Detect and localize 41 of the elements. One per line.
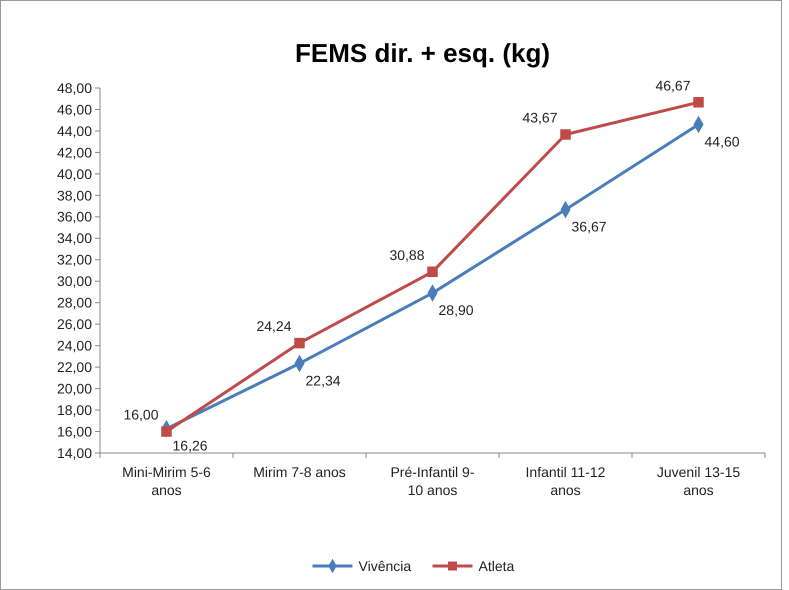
y-tick-label: 48,00 bbox=[56, 80, 92, 96]
x-tick-label: Mirim 7-8 anos bbox=[253, 464, 346, 480]
y-tick-label: 14,00 bbox=[56, 444, 92, 461]
point bbox=[693, 97, 704, 108]
data-label: 30,88 bbox=[389, 246, 425, 263]
y-tick-label: 40,00 bbox=[56, 166, 92, 182]
point bbox=[560, 129, 571, 140]
y-tick-label: 46,00 bbox=[56, 101, 92, 118]
y-tick-label: 32,00 bbox=[56, 252, 92, 268]
x-tick-label: Juvenil 13-15 anos bbox=[656, 464, 740, 498]
y-tick-label: 36,00 bbox=[56, 208, 92, 225]
data-label: 44,60 bbox=[704, 134, 740, 150]
data-label: 22,34 bbox=[306, 372, 341, 388]
y-tick-label: 16,00 bbox=[56, 423, 92, 440]
data-label: 43,67 bbox=[522, 109, 558, 126]
data-label: 28,90 bbox=[438, 302, 474, 318]
data-label: 46,67 bbox=[655, 77, 691, 94]
legend-label: Atleta bbox=[478, 558, 515, 574]
x-tick-label: Pré-Infantil 9-10 anos bbox=[390, 464, 475, 498]
y-tick-label: 34,00 bbox=[56, 230, 92, 246]
y-tick-label: 22,00 bbox=[56, 359, 92, 376]
point bbox=[294, 338, 305, 348]
y-tick-label: 30,00 bbox=[56, 273, 92, 290]
y-tick-label: 44,00 bbox=[56, 122, 92, 139]
y-tick-label: 42,00 bbox=[56, 144, 92, 160]
data-label: 24,24 bbox=[256, 318, 292, 334]
y-tick-label: 28,00 bbox=[56, 294, 92, 311]
legend-label: Vivência bbox=[358, 558, 412, 574]
data-label: 16,00 bbox=[123, 406, 159, 423]
point bbox=[427, 266, 438, 278]
data-label: 16,26 bbox=[172, 438, 208, 454]
y-tick-label: 20,00 bbox=[56, 380, 92, 396]
y-tick-label: 38,00 bbox=[56, 187, 92, 204]
chart-title: FEMS dir. + esq. (kg) bbox=[295, 38, 550, 68]
point bbox=[161, 426, 172, 437]
data-label: 36,67 bbox=[572, 218, 607, 235]
y-tick-label: 24,00 bbox=[56, 338, 92, 354]
x-tick-label: Infantil 11-12 anos bbox=[526, 464, 606, 498]
y-tick-label: 18,00 bbox=[56, 402, 92, 418]
y-tick-label: 26,00 bbox=[56, 316, 92, 332]
x-tick-label: Mini-Mirim 5-6 anos bbox=[122, 464, 212, 498]
